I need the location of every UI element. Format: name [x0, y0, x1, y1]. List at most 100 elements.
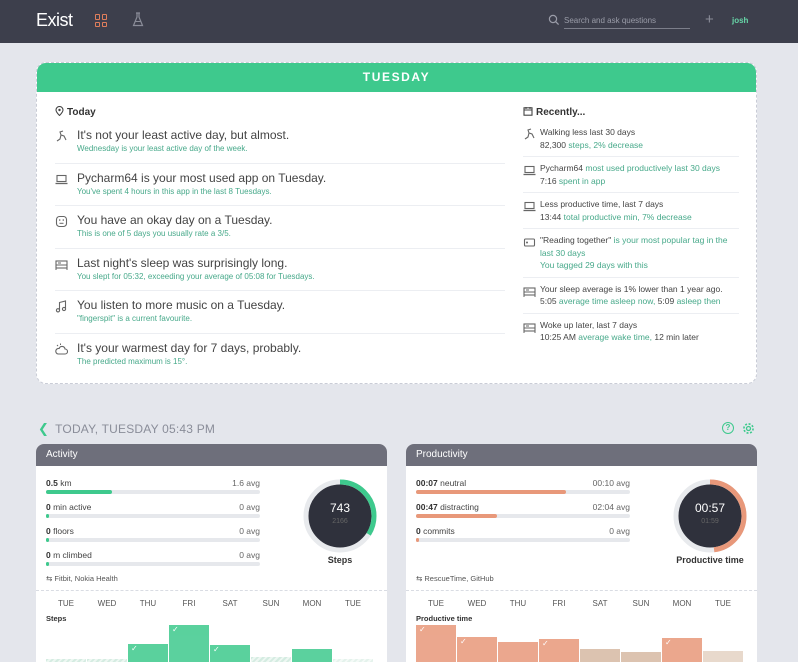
insight-item[interactable]: You listen to more music on a Tuesday. "… [55, 291, 505, 334]
recent-text: spent in app [558, 175, 606, 186]
day-label: THU [139, 599, 157, 608]
recent-item[interactable]: Walking less last 30 days 82,300 steps, … [523, 121, 739, 157]
source-label[interactable]: ⇆ RescueTime, GitHub [416, 574, 494, 583]
recent-text: average time asleep now, [558, 296, 658, 306]
productivity-metric-row[interactable]: 0 commits 0 avg [416, 526, 630, 548]
recent-item[interactable]: "Reading together" is your most popular … [523, 229, 739, 278]
week-bar[interactable]: ✓ [210, 644, 250, 662]
ring-value: 00:57 [694, 501, 726, 515]
week-bar[interactable] [251, 656, 291, 662]
week-bar[interactable] [498, 642, 538, 662]
calendar-icon [523, 107, 533, 116]
insight-item[interactable]: It's your warmest day for 7 days, probab… [55, 334, 505, 377]
insight-item[interactable]: It's not your least active day, but almo… [55, 121, 505, 164]
recent-text: 10:25 AM [540, 332, 579, 342]
check-icon: ✓ [665, 638, 672, 648]
recent-text: Your sleep average is 1% lower than 1 ye… [540, 283, 723, 294]
recent-item[interactable]: Less productive time, last 7 days 13:44 … [523, 193, 739, 229]
recent-text: Walking less last 30 days [540, 127, 636, 137]
metric-unit: km [57, 478, 72, 488]
week-bar[interactable] [333, 659, 373, 662]
dashboard-grid-icon[interactable] [95, 14, 108, 27]
source-label[interactable]: ⇆ Fitbit, Nokia Health [46, 574, 118, 583]
week-bar[interactable]: ✓ [416, 625, 456, 662]
week-bar[interactable] [46, 659, 86, 662]
flask-icon[interactable] [132, 12, 144, 27]
logo[interactable]: Exist [36, 10, 73, 30]
search-input[interactable] [564, 13, 690, 29]
productivity-goal-ring[interactable]: 00:57 01:59 [672, 478, 748, 554]
week-bar[interactable]: ✓ [662, 638, 702, 662]
check-icon: ✓ [131, 644, 138, 653]
walking-icon [55, 130, 68, 143]
recent-text: is your most popular tag in the last 30 … [540, 235, 728, 258]
date-title: TODAY, TUESDAY 05:43 PM [55, 422, 216, 436]
activity-goal-ring[interactable]: 743 2166 [302, 478, 378, 554]
insight-item[interactable]: Pycharm64 is your most used app on Tuesd… [55, 164, 505, 206]
insight-detail: Wednesday is your least active day of th… [77, 144, 248, 153]
insight-item[interactable]: You have an okay day on a Tuesday. This … [55, 206, 505, 249]
location-pin-icon [55, 105, 64, 117]
top-bar: Exist + josh [0, 0, 798, 43]
add-button[interactable]: + [705, 11, 714, 28]
week-bar[interactable] [87, 658, 127, 662]
metric-avg: 1.6 avg [232, 478, 260, 488]
metric-unit: commits [420, 526, 455, 536]
activity-metric-row[interactable]: 0 floors 0 avg [46, 526, 260, 548]
metric-bar [416, 514, 630, 518]
week-title: Steps [46, 614, 67, 623]
walking-icon [523, 128, 535, 140]
metric-bar [46, 562, 260, 566]
day-label: SUN [632, 599, 650, 608]
day-label: WED [467, 599, 487, 608]
week-bar[interactable]: ✓ [169, 625, 209, 662]
bed-icon [523, 321, 536, 333]
insight-item[interactable]: Last night's sleep was surprisingly long… [55, 249, 505, 291]
day-label: SAT [592, 599, 608, 608]
user-menu[interactable]: josh [732, 16, 749, 25]
week-bar[interactable] [580, 648, 620, 662]
metric-bar [416, 538, 630, 542]
recent-text: 5:05 [540, 296, 559, 306]
today-title: Today [67, 107, 96, 118]
insight-title: Last night's sleep was surprisingly long… [77, 255, 288, 270]
week-bar[interactable] [292, 648, 332, 662]
metric-unit: floors [50, 526, 74, 536]
music-icon [55, 300, 68, 313]
week-bar[interactable]: ✓ [539, 639, 579, 662]
activity-metric-row[interactable]: 0.5 km 1.6 avg [46, 478, 260, 500]
recent-text: total productive min, 7% decrease [563, 211, 692, 222]
day-label: WED [97, 599, 117, 608]
week-bar[interactable] [703, 650, 743, 662]
day-label: MON [672, 599, 692, 608]
recent-item[interactable]: Woke up later, last 7 days 10:25 AM aver… [523, 314, 739, 349]
recent-item[interactable]: Your sleep average is 1% lower than 1 ye… [523, 278, 739, 314]
ring-value: 743 [329, 501, 351, 515]
chevron-left-icon[interactable]: ❮ [38, 421, 50, 436]
recent-list: Walking less last 30 days 82,300 steps, … [523, 121, 739, 349]
search-icon[interactable] [548, 14, 560, 26]
today-heading: Today [55, 105, 96, 118]
productivity-metric-row[interactable]: 00:47 distracting 02:04 avg [416, 502, 630, 524]
week-bar[interactable] [621, 651, 661, 662]
recent-item[interactable]: Pycharm64 most used productively last 30… [523, 157, 739, 193]
activity-metric-row[interactable]: 0 min active 0 avg [46, 502, 260, 524]
metric-value: 0 [416, 526, 421, 536]
help-icon[interactable]: ? [722, 422, 734, 434]
productivity-panel: Productivity 00:07 neutral 00:10 avg 00:… [406, 444, 757, 662]
ring-goal: 2166 [332, 518, 348, 525]
metric-bar [416, 490, 630, 494]
day-label: TUE [345, 599, 361, 608]
recent-text: 13:44 [540, 211, 564, 222]
recent-text: 5:09 [657, 296, 677, 306]
ring-goal: 01:59 [701, 518, 719, 525]
week-bar[interactable]: ✓ [457, 637, 497, 662]
metric-value: 00:07 [416, 478, 438, 488]
metric-avg: 02:04 avg [592, 502, 630, 512]
productivity-metric-row[interactable]: 00:07 neutral 00:10 avg [416, 478, 630, 500]
metric-avg: 0 avg [239, 550, 260, 560]
gear-icon[interactable] [742, 422, 755, 435]
activity-metric-row[interactable]: 0 m climbed 0 avg [46, 550, 260, 572]
insight-title: You listen to more music on a Tuesday. [77, 298, 286, 312]
week-bar[interactable]: ✓ [128, 644, 168, 662]
